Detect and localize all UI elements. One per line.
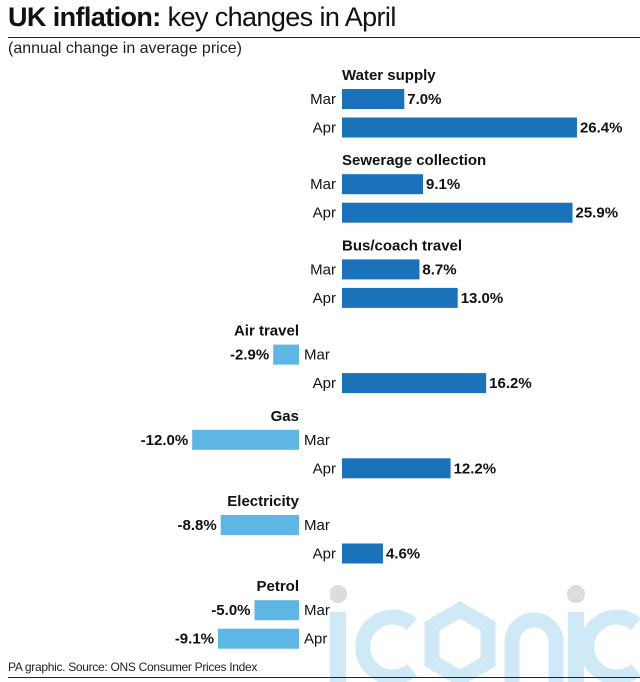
bar-bus-coach-travel-mar [342, 259, 420, 280]
bar-water-supply-mar [342, 89, 405, 109]
chart-title-rest: key changes in April [160, 2, 397, 32]
bar-sewerage-collection-mar [342, 174, 423, 195]
bar-gas-mar [192, 429, 299, 450]
bar-sewerage-collection-apr [342, 202, 573, 223]
chart-title: UK inflation: key changes in April [8, 2, 396, 33]
bar-water-supply-apr [342, 117, 577, 138]
series-label-mar: Mar [304, 347, 330, 364]
series-label-mar: Mar [310, 261, 336, 278]
category-label-gas: Gas [271, 408, 299, 425]
data-label-air-travel-apr: 16.2% [489, 375, 532, 392]
data-label-water-supply-apr: 26.4% [580, 120, 623, 137]
data-label-sewerage-collection-apr: 25.9% [576, 205, 619, 222]
footer-rule [8, 677, 640, 678]
bar-petrol-apr [218, 628, 299, 649]
series-label-apr: Apr [313, 460, 336, 477]
chart-subtitle: (annual change in average price) [8, 40, 242, 57]
category-label-sewerage-collection: Sewerage collection [342, 152, 486, 169]
data-label-water-supply-mar: 7.0% [407, 91, 441, 108]
data-label-petrol-apr: -9.1% [175, 631, 214, 648]
category-label-petrol: Petrol [256, 578, 299, 595]
series-label-mar: Mar [304, 517, 330, 534]
series-label-apr: Apr [313, 546, 336, 563]
series-label-mar: Mar [304, 602, 330, 619]
iconic-watermark-logo [330, 585, 640, 682]
category-label-bus-coach-travel: Bus/coach travel [342, 237, 462, 254]
data-label-gas-mar: -12.0% [141, 432, 189, 449]
bar-petrol-mar [254, 600, 299, 621]
series-label-mar: Mar [310, 91, 336, 108]
bar-gas-apr [342, 458, 451, 479]
series-label-apr: Apr [313, 205, 336, 222]
series-label-apr: Apr [313, 290, 336, 307]
data-label-electricity-mar: -8.8% [177, 517, 216, 534]
source-note: PA graphic. Source: ONS Consumer Prices … [8, 660, 258, 674]
data-label-air-travel-mar: -2.9% [230, 347, 269, 364]
title-rule [8, 37, 640, 38]
bar-electricity-mar [220, 515, 299, 535]
data-label-electricity-apr: 4.6% [386, 546, 420, 563]
data-label-sewerage-collection-mar: 9.1% [426, 176, 460, 193]
bar-air-travel-apr [342, 373, 487, 394]
category-label-water-supply: Water supply [342, 67, 436, 84]
data-label-bus-coach-travel-apr: 13.0% [461, 290, 504, 307]
series-label-apr: Apr [313, 375, 336, 392]
data-label-gas-apr: 12.2% [454, 460, 497, 477]
series-label-apr: Apr [313, 120, 336, 137]
category-label-air-travel: Air travel [234, 323, 299, 340]
chart-title-bold: UK inflation: [8, 2, 161, 32]
data-label-petrol-mar: -5.0% [211, 602, 250, 619]
series-label-mar: Mar [304, 432, 330, 449]
bar-electricity-apr [342, 543, 383, 564]
data-label-bus-coach-travel-mar: 8.7% [422, 261, 456, 278]
series-label-apr: Apr [304, 631, 327, 648]
bar-bus-coach-travel-apr [342, 287, 458, 308]
series-label-mar: Mar [310, 176, 336, 193]
bar-air-travel-mar [273, 344, 299, 365]
category-label-electricity: Electricity [227, 493, 299, 510]
